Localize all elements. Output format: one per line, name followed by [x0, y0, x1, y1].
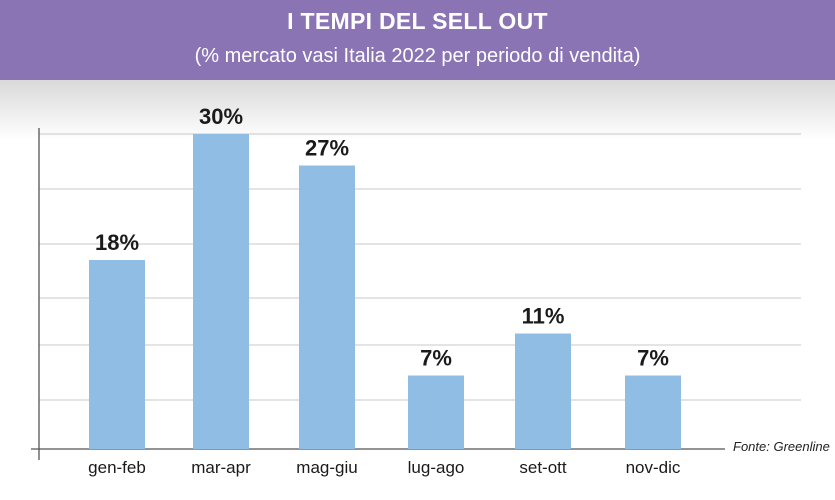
- data-label: 18%: [95, 230, 139, 255]
- header-shadow: [0, 80, 835, 140]
- source-note: Fonte: Greenline: [733, 439, 830, 454]
- bar: [89, 260, 145, 449]
- data-label: 7%: [420, 346, 452, 371]
- x-tick-label: mar-apr: [191, 458, 251, 477]
- data-label: 7%: [637, 346, 669, 371]
- bar: [515, 333, 571, 449]
- data-label: 30%: [199, 104, 243, 129]
- x-tick-label: lug-ago: [408, 458, 465, 477]
- chart-title: I TEMPI DEL SELL OUT: [287, 8, 548, 34]
- x-tick-label: nov-dic: [626, 458, 681, 477]
- bar: [193, 134, 249, 449]
- bar: [408, 375, 464, 449]
- chart-header: I TEMPI DEL SELL OUT (% mercato vasi Ita…: [0, 0, 835, 80]
- data-label: 11%: [522, 304, 565, 329]
- data-label: 27%: [305, 136, 349, 161]
- x-tick-label: set-ott: [519, 458, 567, 477]
- x-tick-label: gen-feb: [88, 458, 146, 477]
- x-tick-label: mag-giu: [296, 458, 357, 477]
- bar: [299, 165, 355, 449]
- chart-subtitle: (% mercato vasi Italia 2022 per periodo …: [194, 45, 641, 67]
- bar: [625, 375, 681, 449]
